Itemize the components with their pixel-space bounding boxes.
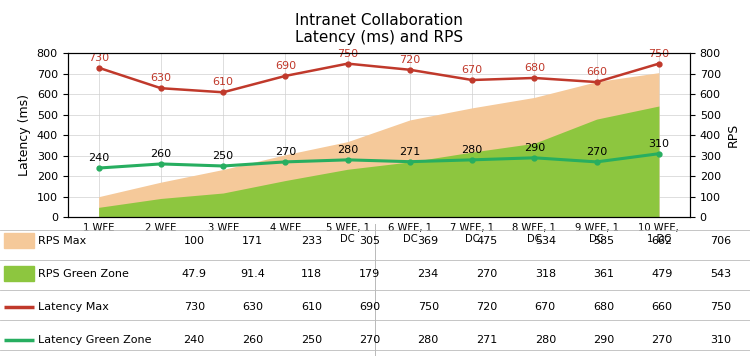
Text: 234: 234 — [418, 269, 439, 279]
Text: RPS Green Zone: RPS Green Zone — [38, 269, 128, 279]
Text: 280: 280 — [535, 335, 556, 345]
Text: RPS Max: RPS Max — [38, 236, 86, 246]
Text: 534: 534 — [535, 236, 556, 246]
Text: 290: 290 — [524, 143, 545, 153]
Text: 730: 730 — [184, 302, 205, 312]
Text: 100: 100 — [184, 236, 205, 246]
Text: 271: 271 — [476, 335, 497, 345]
Text: 585: 585 — [593, 236, 614, 246]
Text: Latency Max: Latency Max — [38, 302, 108, 312]
Text: 260: 260 — [150, 149, 172, 159]
Y-axis label: RPS: RPS — [727, 123, 740, 147]
Text: 290: 290 — [593, 335, 614, 345]
Text: 750: 750 — [418, 302, 439, 312]
Text: 270: 270 — [274, 147, 296, 157]
Text: 670: 670 — [461, 65, 483, 75]
Text: 690: 690 — [274, 61, 296, 71]
Text: 179: 179 — [359, 269, 380, 279]
Text: 250: 250 — [212, 151, 234, 161]
Text: 662: 662 — [652, 236, 673, 246]
Text: 610: 610 — [213, 77, 234, 87]
Text: 720: 720 — [399, 55, 421, 65]
Text: 730: 730 — [88, 53, 109, 63]
Text: 270: 270 — [359, 335, 380, 345]
Text: 750: 750 — [337, 49, 358, 59]
Text: 660: 660 — [652, 302, 673, 312]
Text: 118: 118 — [301, 269, 322, 279]
Text: 47.9: 47.9 — [182, 269, 207, 279]
Text: 91.4: 91.4 — [240, 269, 266, 279]
Text: 240: 240 — [88, 153, 109, 163]
Text: 280: 280 — [461, 145, 483, 155]
Text: 260: 260 — [242, 335, 263, 345]
Text: 369: 369 — [418, 236, 439, 246]
Text: 270: 270 — [652, 335, 673, 345]
Text: 280: 280 — [418, 335, 439, 345]
Title: Intranet Collaboration
Latency (ms) and RPS: Intranet Collaboration Latency (ms) and … — [295, 13, 463, 45]
Text: 543: 543 — [710, 269, 731, 279]
Text: 680: 680 — [593, 302, 614, 312]
Text: 310: 310 — [648, 139, 669, 149]
Text: 750: 750 — [710, 302, 731, 312]
Text: 660: 660 — [586, 67, 608, 77]
Text: 361: 361 — [593, 269, 614, 279]
Text: 310: 310 — [710, 335, 731, 345]
Text: 171: 171 — [242, 236, 263, 246]
FancyBboxPatch shape — [4, 266, 34, 281]
Text: 630: 630 — [150, 73, 171, 83]
Text: 610: 610 — [301, 302, 322, 312]
FancyBboxPatch shape — [4, 233, 34, 248]
Text: 680: 680 — [524, 63, 545, 73]
Text: 280: 280 — [337, 145, 358, 155]
Text: 750: 750 — [648, 49, 670, 59]
Text: 670: 670 — [535, 302, 556, 312]
Text: 233: 233 — [301, 236, 322, 246]
Text: 271: 271 — [399, 147, 421, 157]
Text: 318: 318 — [535, 269, 556, 279]
Text: Latency Green Zone: Latency Green Zone — [38, 335, 151, 345]
Text: 240: 240 — [184, 335, 205, 345]
Text: 720: 720 — [476, 302, 497, 312]
Text: 690: 690 — [359, 302, 380, 312]
Text: 630: 630 — [242, 302, 263, 312]
Text: 250: 250 — [301, 335, 322, 345]
Text: 706: 706 — [710, 236, 731, 246]
Text: 475: 475 — [476, 236, 497, 246]
Text: 305: 305 — [359, 236, 380, 246]
Text: 479: 479 — [652, 269, 673, 279]
Text: 270: 270 — [586, 147, 608, 157]
Text: 270: 270 — [476, 269, 497, 279]
Y-axis label: Latency (ms): Latency (ms) — [18, 94, 31, 176]
